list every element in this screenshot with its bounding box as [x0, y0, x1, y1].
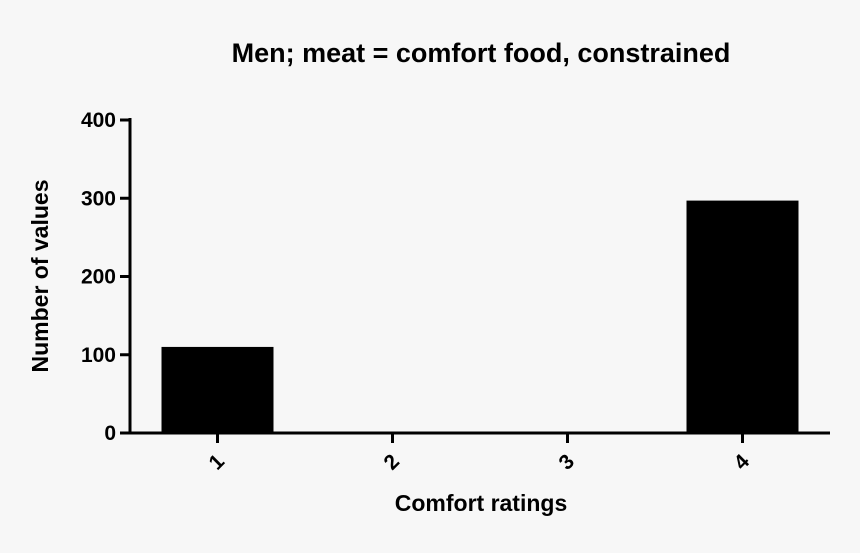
x-tick-label-3: 3 [555, 450, 580, 475]
x-tick-label-1: 1 [205, 450, 230, 475]
y-tick-label-200: 200 [81, 266, 116, 289]
plot-area: 0 100 200 300 400 1 2 3 4 [81, 109, 830, 475]
y-tick-label-0: 0 [104, 422, 116, 445]
y-tick-label-100: 100 [81, 344, 116, 367]
x-tick-label-4: 4 [730, 450, 755, 475]
x-tick-label-2: 2 [380, 450, 405, 475]
y-axis-label: Number of values [27, 180, 53, 373]
y-tick-label-300: 300 [81, 187, 116, 210]
bar-4 [686, 200, 799, 433]
chart-title: Men; meat = comfort food, constrained [232, 38, 731, 68]
x-axis-label: Comfort ratings [395, 490, 568, 516]
y-tick-label-400: 400 [81, 109, 116, 132]
bar-1 [161, 346, 274, 433]
